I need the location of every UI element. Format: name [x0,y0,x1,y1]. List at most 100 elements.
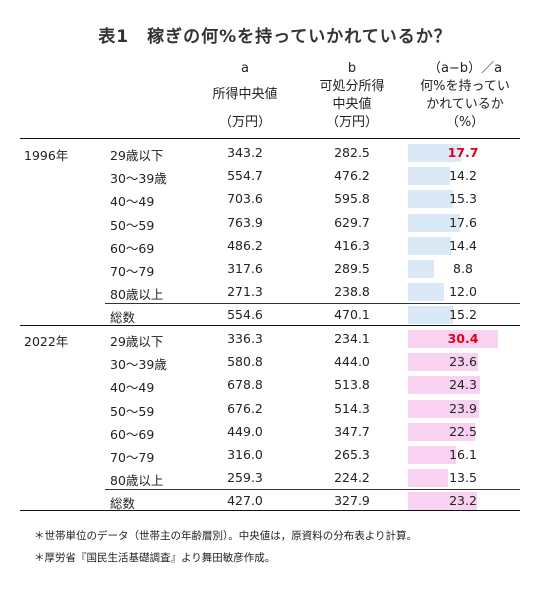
value-ratio: 14.2 [449,168,477,184]
value-ratio: 23.6 [449,354,477,370]
value-ratio: 17.6 [449,214,477,230]
value-b: 289.5 [334,261,370,276]
value-b: 595.8 [334,191,370,207]
header-b-label1: 可処分所得 [319,79,385,94]
value-b: 629.7 [334,214,370,230]
value-ratio: 22.5 [449,423,477,439]
category-label: 29歳以下 [110,334,164,349]
category-label: 30〜39歳 [110,171,167,187]
table-row: 60〜69 486.2 416.3 14.4 [20,235,520,257]
category-label: 70〜79 [110,264,155,279]
value-a: 676.2 [227,400,263,416]
value-b: 416.3 [334,237,370,253]
value-ratio: 30.4 [447,331,479,346]
value-b: 238.8 [334,284,370,300]
table-row: 70〜79 317.6 289.5 8.8 [20,258,520,280]
value-a: 336.3 [227,331,263,346]
table-row: 40〜49 678.8 513.8 24.3 [20,374,520,396]
category-label: 50〜59 [110,217,155,233]
value-ratio: 23.9 [449,400,477,416]
header-b-label2: 中央値 [332,97,372,112]
total-row: 総数 427.0 327.9 23.2 [20,490,520,512]
category-label: 60〜69 [110,426,155,442]
value-ratio: 23.2 [449,493,477,509]
category-label: 60〜69 [110,240,155,256]
value-b: 347.7 [334,423,370,439]
header-a-label: 所得中央値 [212,87,278,102]
value-b: 513.8 [334,377,370,393]
value-a: 486.2 [227,237,263,253]
header-b-unit: （万円） [325,115,378,130]
value-b: 514.3 [334,400,370,416]
value-ratio: 8.8 [453,261,473,276]
ratio-bar [408,469,449,488]
category-label: 70〜79 [110,450,155,465]
total-separator [105,303,520,305]
value-b: 265.3 [334,447,370,462]
value-ratio: 14.4 [449,237,477,253]
value-b: 234.1 [334,331,370,346]
table-row: 70〜79 316.0 265.3 16.1 [20,444,520,466]
value-b: 327.9 [334,493,370,509]
table-row: 30〜39歳 580.8 444.0 23.6 [20,351,520,373]
table-row: 50〜59 763.9 629.7 17.6 [20,212,520,234]
table-row: 60〜69 449.0 347.7 22.5 [20,421,520,443]
table-row: 30〜39歳 554.7 476.2 14.2 [20,165,520,187]
value-a: 316.0 [227,447,263,462]
value-ratio: 12.0 [449,284,477,300]
value-a: 763.9 [227,214,263,230]
table-row: 1996年 29歳以下 343.2 282.5 17.7 [20,142,520,164]
value-ratio: 16.1 [449,447,477,462]
category-label: 30〜39歳 [110,357,167,373]
group-rule [20,325,520,326]
table-row: 80歳以上 259.3 224.2 13.5 [20,467,520,489]
category-label: 40〜49 [110,194,155,210]
ratio-bar [408,260,435,278]
table-row: 2022年 29歳以下 336.3 234.1 30.4 [20,328,520,350]
ratio-bar [408,422,475,441]
ratio-bar [408,167,451,186]
value-b: 476.2 [334,168,370,184]
value-b: 224.2 [334,470,370,486]
value-ratio: 15.3 [449,191,477,207]
ratio-bar [408,236,451,255]
ratio-bar [408,376,481,395]
value-a: 317.6 [227,261,263,276]
year-label: 2022年 [24,334,69,349]
top-rule [20,138,520,139]
ratio-bar [408,213,461,232]
header-a-unit: （万円） [218,115,271,130]
category-label: 80歳以上 [110,473,164,489]
header-ratio-unit: （%） [445,115,485,130]
value-a: 554.7 [227,168,263,184]
value-a: 678.8 [227,377,263,393]
header-ratio-label2: かれているか [426,97,504,112]
ratio-bar [408,330,499,348]
ratio-bar [408,190,454,209]
footnote-1: ＊世帯単位のデータ（世帯主の年齢層別）。中央値は，原資料の分布表より計算。 [34,530,418,542]
value-a: 449.0 [227,423,263,439]
table-row: 50〜59 676.2 514.3 23.9 [20,398,520,420]
header-a: a 所得中央値 （万円） [195,60,295,132]
value-a: 343.2 [227,145,263,160]
total-separator [105,489,520,491]
category-label: 80歳以上 [110,287,164,303]
bottom-rule [20,510,520,511]
year-label: 1996年 [24,148,69,163]
ratio-bar [408,353,479,372]
table-row: 80歳以上 271.3 238.8 12.0 [20,281,520,303]
header-b: b 可処分所得 中央値 （万円） [302,60,402,132]
value-a: 580.8 [227,354,263,370]
header-a-letter: a [241,61,249,76]
ratio-bar [408,492,477,511]
category-label: 29歳以下 [110,148,164,163]
header-b-letter: b [347,61,357,76]
value-b: 444.0 [334,354,370,370]
value-a: 427.0 [227,493,263,509]
ratio-bar [408,306,454,325]
value-a: 703.6 [227,191,263,207]
ratio-bar [408,283,444,302]
table-row: 40〜49 703.6 595.8 15.3 [20,188,520,210]
ratio-bar [408,446,456,464]
category-label: 総数 [110,496,136,512]
